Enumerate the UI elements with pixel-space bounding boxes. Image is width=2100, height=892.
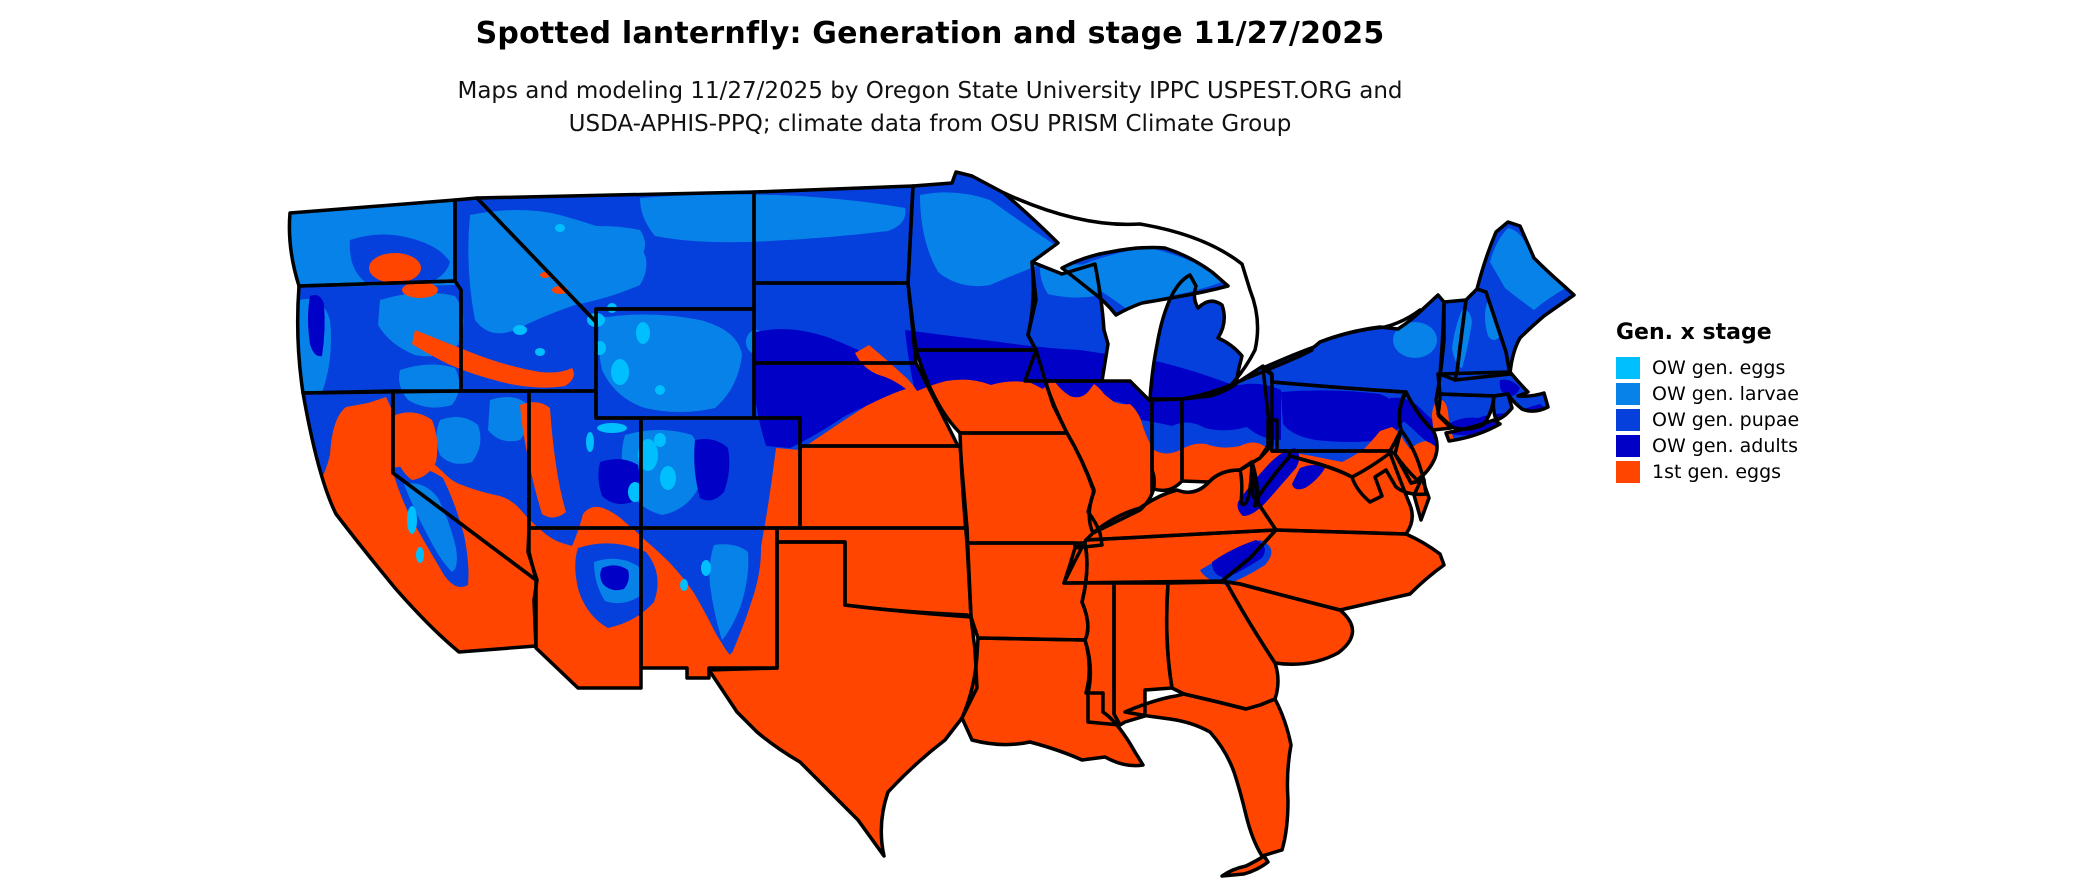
page-title: Spotted lanternfly: Generation and stage… <box>475 16 1385 51</box>
legend-swatch-first-gen-eggs-icon <box>1616 461 1640 483</box>
legend-label: OW gen. eggs <box>1652 357 1786 379</box>
legend-item: OW gen. pupae <box>1616 409 1799 431</box>
legend-swatch-ow-larvae-icon <box>1616 383 1640 405</box>
legend-label: OW gen. larvae <box>1652 383 1799 405</box>
map-subtitle: Maps and modeling 11/27/2025 by Oregon S… <box>0 51 1860 141</box>
legend-label: OW gen. pupae <box>1652 409 1800 431</box>
legend-swatch-ow-adults-icon <box>1616 435 1640 457</box>
legend-swatch-ow-eggs-icon <box>1616 357 1640 379</box>
map-layer-valley-orange-patches <box>369 253 1456 518</box>
legend: Gen. x stage OW gen. eggs OW gen. larvae… <box>1616 320 1799 487</box>
legend-label: 1st gen. eggs <box>1652 461 1782 483</box>
legend-item: 1st gen. eggs <box>1616 461 1799 483</box>
legend-item: OW gen. larvae <box>1616 383 1799 405</box>
subtitle-line-1: Maps and modeling 11/27/2025 by Oregon S… <box>457 78 1403 104</box>
subtitle-line-2: USDA-APHIS-PPQ; climate data from OSU PR… <box>568 111 1292 137</box>
map-header: Spotted lanternfly: Generation and stage… <box>0 0 1860 141</box>
legend-label: OW gen. adults <box>1652 435 1799 457</box>
legend-title: Gen. x stage <box>1616 320 1772 345</box>
legend-item: OW gen. adults <box>1616 435 1799 457</box>
legend-item: OW gen. eggs <box>1616 357 1799 379</box>
legend-swatch-ow-pupae-icon <box>1616 409 1640 431</box>
